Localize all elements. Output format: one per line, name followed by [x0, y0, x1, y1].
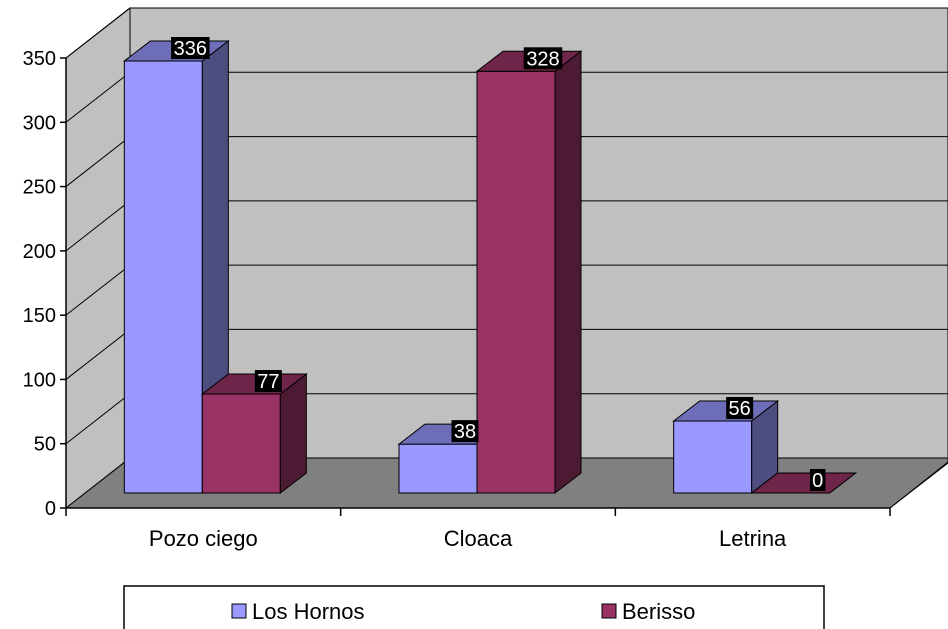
data-label-text: 0 — [812, 470, 823, 492]
legend-label-los-hornos: Los Hornos — [252, 599, 365, 624]
data-label-bg — [451, 420, 479, 443]
data-label-text: 38 — [454, 421, 476, 443]
bar-berisso-letrina — [750, 472, 858, 494]
y-tick-label: 100 — [23, 369, 56, 391]
gridline — [65, 200, 131, 252]
y-tick-label: 0 — [45, 498, 56, 520]
legend-box — [123, 585, 825, 629]
data-label-text: 77 — [257, 371, 279, 393]
y-tick-label: 300 — [23, 112, 56, 134]
gridline — [65, 329, 131, 380]
data-label-los-hornos-pozo-ciego: 336 — [171, 37, 210, 60]
data-label-text: 336 — [174, 38, 207, 60]
legend-label-berisso: Berisso — [622, 599, 695, 624]
x-axis: Pozo ciego Cloaca Letrina — [65, 462, 948, 551]
bar-side — [554, 50, 582, 495]
y-tick-label: 200 — [23, 241, 56, 263]
legend-swatch-los-hornos — [231, 603, 247, 619]
data-label-bg — [726, 397, 754, 420]
bar-los-hornos-letrina — [672, 399, 780, 495]
y-axis: 0 50 100 150 200 250 300 350 — [23, 48, 67, 520]
bar-top — [750, 472, 858, 494]
data-label-bg — [171, 37, 210, 60]
data-label-text: 328 — [526, 48, 559, 70]
x-tick-label: Pozo ciego — [149, 526, 258, 551]
data-label-bg — [809, 469, 826, 491]
bar-berisso-cloaca — [475, 50, 583, 495]
data-label-bg — [254, 370, 282, 393]
bar-front — [476, 70, 556, 494]
bar-front — [398, 443, 478, 494]
y-tick-label: 50 — [34, 434, 56, 456]
x-tick-label: Letrina — [719, 526, 787, 551]
floor-edge — [889, 462, 948, 509]
bar-front — [123, 60, 203, 494]
data-labels: 336 77 38 328 56 0 — [171, 37, 826, 492]
bar-front — [673, 420, 753, 494]
legend: Los Hornos Berisso — [123, 585, 825, 629]
bar-side — [279, 372, 307, 495]
gridline — [65, 393, 131, 445]
gridline — [65, 264, 131, 316]
data-label-los-hornos-cloaca: 38 — [451, 420, 479, 443]
gridline — [65, 136, 131, 187]
y-tick-label: 250 — [23, 177, 56, 199]
data-label-berisso-pozo-ciego: 77 — [254, 370, 282, 393]
bar-berisso-pozo-ciego — [200, 372, 308, 495]
y-tick-label: 350 — [23, 48, 56, 70]
data-label-berisso-letrina: 0 — [809, 469, 826, 492]
gridline — [65, 71, 131, 123]
side-wall — [65, 6, 131, 510]
y-tick-label: 150 — [23, 305, 56, 327]
data-label-text: 56 — [729, 398, 751, 420]
legend-swatch-berisso — [601, 603, 617, 619]
data-label-bg — [523, 47, 563, 70]
x-tick-label: Cloaca — [444, 526, 513, 551]
data-label-los-hornos-letrina: 56 — [726, 397, 754, 420]
data-label-berisso-cloaca: 328 — [523, 47, 563, 70]
bar-front — [201, 393, 281, 494]
gridline — [65, 7, 131, 59]
